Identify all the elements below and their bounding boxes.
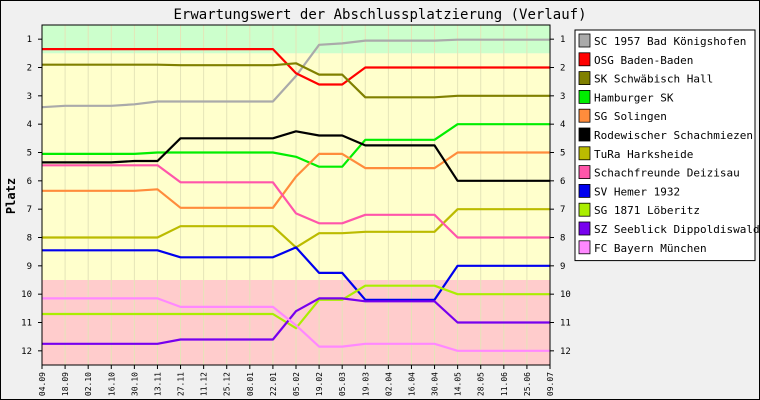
x-tick-label: 14.05 (454, 372, 463, 396)
x-tick-label: 11.06 (500, 372, 509, 396)
x-tick-labels: 04.09 18.09 02.10 16.10 30.10 13.11 27.11 11.12… (38, 365, 555, 396)
legend-swatch-9 (578, 202, 591, 217)
legend-entry-9: SG 1871 Löberitz (594, 204, 700, 217)
legend-swatch-7 (578, 165, 591, 180)
y-tick-label: 5 (560, 149, 565, 159)
legend-swatch-0 (578, 33, 591, 48)
y-tick-label: 7 (560, 205, 565, 215)
x-tick-label: 08.01 (246, 372, 255, 396)
y-tick-label: 3 (560, 92, 565, 102)
y-tick-label: 6 (27, 177, 32, 187)
legend-entry-4: SG Solingen (594, 110, 667, 123)
series-line-5 (42, 130, 550, 182)
legend-swatch-2 (578, 71, 591, 85)
legend-swatch-8 (578, 183, 591, 198)
legend-entry-8: SV Hemer 1932 (594, 185, 680, 198)
series-line-3 (42, 123, 550, 168)
series-lines (41, 38, 550, 352)
y-tick-label: 9 (27, 262, 32, 272)
legend-swatch-6 (578, 146, 591, 161)
legend-swatch-1 (578, 52, 591, 67)
y-tick-label: 4 (27, 120, 32, 130)
legend-entry-6: TuRa Harksheide (594, 148, 693, 161)
legend-entry-3: Hamburger SK (594, 91, 674, 104)
x-tick-label: 25.12 (223, 372, 232, 396)
series-line-0 (41, 38, 550, 109)
x-tick-label: 22.01 (269, 372, 278, 396)
x-tick-label: 18.09 (61, 372, 70, 396)
legend-box (574, 29, 756, 262)
y-tick-label: 11 (560, 319, 571, 329)
x-tick-label: 13.11 (153, 372, 162, 396)
series-line-10 (42, 297, 550, 345)
legend-entry-1: OSG Baden-Baden (594, 54, 693, 67)
x-tick-label: 28.05 (477, 372, 486, 396)
y-tick-label: 3 (27, 92, 32, 102)
series-line-4 (42, 151, 550, 209)
y-tick-label: 9 (560, 262, 565, 272)
y-tick-label: 5 (27, 149, 32, 159)
legend-swatch-3 (578, 90, 591, 104)
x-tick-label: 27.11 (177, 372, 186, 396)
x-tick-label: 11.12 (200, 372, 209, 396)
legend-swatch-11 (578, 240, 591, 255)
y-tick-label: 7 (27, 205, 32, 215)
x-tick-label: 30.10 (130, 372, 139, 396)
series-line-8 (42, 246, 550, 301)
x-tick-label: 19.02 (315, 372, 324, 396)
series-line-7 (42, 164, 550, 239)
legend-entry-0: SC 1957 Bad Königshofen (594, 35, 746, 48)
chart-title: Erwartungswert der Abschlussplatzierung … (173, 7, 586, 23)
y-tick-label: 10 (21, 290, 32, 300)
y-tick-label: 12 (560, 347, 571, 357)
legend-entry-11: FC Bayern München (594, 242, 707, 255)
y-tick-label: 10 (560, 290, 571, 300)
y-tick-label: 1 (560, 35, 565, 45)
x-tick-label: 09.07 (546, 372, 555, 396)
series-line-9 (42, 284, 550, 330)
x-tick-label: 16.10 (107, 372, 116, 396)
series-line-11 (42, 297, 550, 352)
x-tick-label: 16.04 (407, 372, 416, 396)
series-line-1 (42, 47, 550, 86)
x-tick-label: 05.03 (338, 372, 347, 396)
legend-entry-2: SK Schwäbisch Hall (594, 73, 713, 86)
legend-entry-10: SZ Seeblick Dippoldiswalde (594, 223, 760, 236)
x-tick-label: 04.09 (38, 372, 47, 396)
y-tick-label: 11 (21, 319, 32, 329)
legend-entry-5: Rodewischer Schachmiezen (594, 129, 753, 142)
x-tick-label: 19.03 (361, 372, 370, 396)
x-tick-label: 02.04 (384, 372, 393, 396)
y-tick-label: 1 (27, 35, 32, 45)
legend: SC 1957 Bad Königshofen OSG Baden-Baden SK… (574, 29, 760, 262)
y-axis-label: Platz (4, 178, 18, 214)
series-line-2 (42, 62, 550, 99)
legend-swatch-5 (578, 127, 591, 142)
x-tick-label: 30.04 (431, 372, 440, 396)
y-tick-label: 6 (560, 177, 565, 187)
x-tick-label: 02.10 (84, 372, 93, 396)
legend-swatch-4 (578, 108, 591, 123)
y-tick-label: 2 (560, 64, 565, 74)
x-tick-label: 25.06 (523, 372, 532, 396)
y-tick-label: 12 (21, 347, 32, 357)
x-tick-label: 05.02 (292, 372, 301, 396)
legend-entry-7: Schachfreunde Deizisau (594, 167, 740, 180)
y-tick-label: 2 (27, 64, 32, 74)
legend-swatch-10 (578, 221, 591, 236)
y-tick-label: 8 (560, 234, 565, 244)
y-tick-label: 4 (560, 120, 565, 130)
y-tick-label: 8 (27, 234, 32, 244)
